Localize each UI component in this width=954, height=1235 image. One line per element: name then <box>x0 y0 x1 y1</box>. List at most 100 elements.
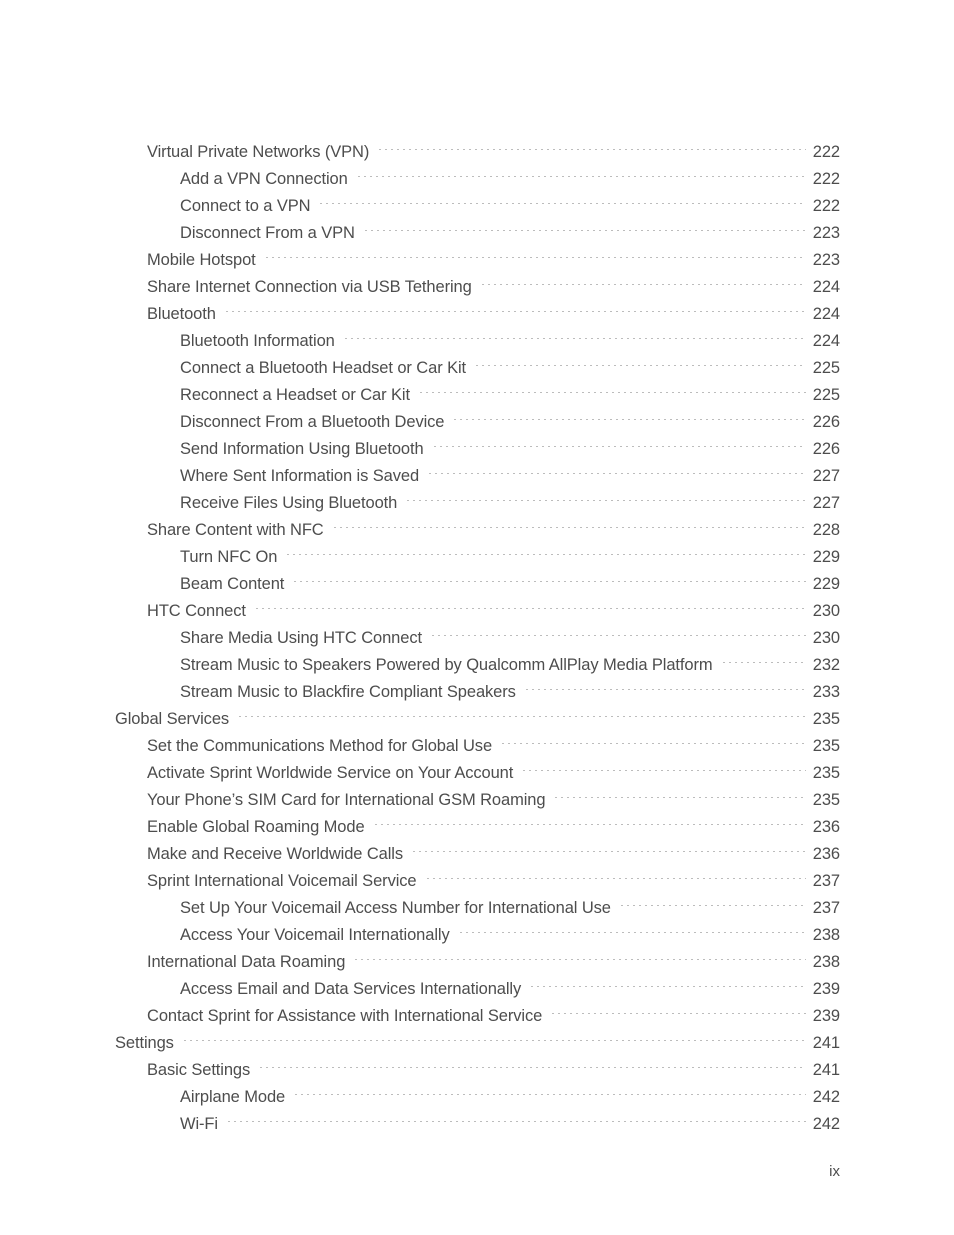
toc-entry[interactable]: Bluetooth 224 <box>115 292 840 323</box>
toc-entry-title: Access Email and Data Services Internati… <box>180 980 522 998</box>
toc-entry[interactable]: International Data Roaming 238 <box>115 940 840 971</box>
toc-entry[interactable]: Set the Communications Method for Global… <box>115 724 840 755</box>
toc-dot-leader <box>457 913 806 940</box>
toc-entry[interactable]: Activate Sprint Worldwide Service on You… <box>115 751 840 782</box>
toc-entry-page-number: 223 <box>812 251 840 269</box>
toc-entry-page-number: 235 <box>812 764 840 782</box>
toc-dot-leader <box>529 967 806 994</box>
toc-entry-page-number: 235 <box>812 737 840 755</box>
toc-entry[interactable]: Disconnect From a VPN 223 <box>115 211 840 242</box>
toc-entry-page-number: 235 <box>812 710 840 728</box>
toc-entry-title: Set Up Your Voicemail Access Number for … <box>180 899 611 917</box>
toc-entry-title: Share Content with NFC <box>147 521 324 539</box>
toc-entry-title: Access Your Voicemail Internationally <box>180 926 450 944</box>
toc-entry-page-number: 239 <box>812 1007 840 1025</box>
toc-entry[interactable]: HTC Connect 230 <box>115 589 840 620</box>
toc-entry-page-number: 235 <box>812 791 840 809</box>
toc-entry[interactable]: Beam Content 229 <box>115 562 840 593</box>
toc-dot-leader <box>362 211 806 238</box>
toc-entry[interactable]: Turn NFC On 229 <box>115 535 840 566</box>
toc-entry[interactable]: Share Internet Connection via USB Tether… <box>115 265 840 296</box>
toc-dot-leader <box>223 292 806 319</box>
toc-entry-page-number: 241 <box>812 1034 840 1052</box>
toc-dot-leader <box>353 940 806 967</box>
toc-entry-title: Basic Settings <box>147 1061 251 1079</box>
toc-entry-title: Wi-Fi <box>180 1115 218 1133</box>
toc-dot-leader <box>225 1102 806 1129</box>
toc-entry-page-number: 224 <box>812 305 840 323</box>
toc-entry-title: Disconnect From a VPN <box>180 224 355 242</box>
toc-entry-title: Set the Communications Method for Global… <box>147 737 493 755</box>
toc-entry-title: Bluetooth Information <box>180 332 335 350</box>
toc-entry[interactable]: Reconnect a Headset or Car Kit 225 <box>115 373 840 404</box>
toc-entry-title: Activate Sprint Worldwide Service on You… <box>147 764 514 782</box>
toc-entry-title: Send Information Using Bluetooth <box>180 440 424 458</box>
toc-entry[interactable]: Wi-Fi 242 <box>115 1102 840 1133</box>
toc-entry-page-number: 229 <box>812 575 840 593</box>
toc-entry-page-number: 227 <box>812 494 840 512</box>
toc-entry[interactable]: Stream Music to Speakers Powered by Qual… <box>115 643 840 674</box>
toc-entry[interactable]: Connect a Bluetooth Headset or Car Kit 22… <box>115 346 840 377</box>
toc-dot-leader <box>342 319 806 346</box>
toc-entry-title: Airplane Mode <box>180 1088 286 1106</box>
toc-dot-leader <box>479 265 806 292</box>
toc-entry-page-number: 236 <box>812 845 840 863</box>
toc-entry[interactable]: Settings 241 <box>115 1021 840 1052</box>
toc-entry-page-number: 242 <box>812 1115 840 1133</box>
toc-entry[interactable]: Share Media Using HTC Connect 230 <box>115 616 840 647</box>
toc-entry[interactable]: Sprint International Voicemail Service 23… <box>115 859 840 890</box>
toc-dot-leader <box>431 427 806 454</box>
toc-dot-leader <box>405 481 806 508</box>
toc-dot-leader <box>429 616 806 643</box>
toc-entry[interactable]: Virtual Private Networks (VPN) 222 <box>115 130 840 161</box>
toc-entry[interactable]: Contact Sprint for Assistance with Inter… <box>115 994 840 1025</box>
toc-dot-leader <box>372 805 806 832</box>
toc-entry[interactable]: Add a VPN Connection 222 <box>115 157 840 188</box>
toc-entry[interactable]: Set Up Your Voicemail Access Number for … <box>115 886 840 917</box>
toc-dot-leader <box>237 697 806 724</box>
toc-entry[interactable]: Airplane Mode 242 <box>115 1075 840 1106</box>
toc-dot-leader <box>318 184 806 211</box>
toc-entry-title: Turn NFC On <box>180 548 278 566</box>
toc-dot-leader <box>411 832 806 859</box>
toc-entry-page-number: 222 <box>812 170 840 188</box>
toc-entry[interactable]: Your Phone’s SIM Card for International … <box>115 778 840 809</box>
toc-entry-title: Beam Content <box>180 575 285 593</box>
toc-entry-title: Add a VPN Connection <box>180 170 348 188</box>
toc-entry[interactable]: Mobile Hotspot 223 <box>115 238 840 269</box>
page-number-footer: ix <box>829 1163 840 1180</box>
toc-entry-title: Mobile Hotspot <box>147 251 256 269</box>
toc-dot-leader <box>523 670 806 697</box>
toc-entry[interactable]: Connect to a VPN 222 <box>115 184 840 215</box>
toc-entry[interactable]: Enable Global Roaming Mode 236 <box>115 805 840 836</box>
toc-dot-leader <box>355 157 806 184</box>
toc-entry[interactable]: Global Services 235 <box>115 697 840 728</box>
toc-dot-leader <box>720 643 806 670</box>
toc-entry[interactable]: Access Email and Data Services Internati… <box>115 967 840 998</box>
toc-entry[interactable]: Disconnect From a Bluetooth Device 226 <box>115 400 840 431</box>
toc-entry[interactable]: Where Sent Information is Saved 227 <box>115 454 840 485</box>
toc-entry-page-number: 236 <box>812 818 840 836</box>
toc-entry[interactable]: Basic Settings 241 <box>115 1048 840 1079</box>
toc-entry-page-number: 242 <box>812 1088 840 1106</box>
toc-entry[interactable]: Make and Receive Worldwide Calls 236 <box>115 832 840 863</box>
toc-entry-page-number: 229 <box>812 548 840 566</box>
toc-dot-leader <box>377 130 806 157</box>
toc-entry[interactable]: Share Content with NFC 228 <box>115 508 840 539</box>
toc-entry-title: International Data Roaming <box>147 953 346 971</box>
toc-entry-title: Where Sent Information is Saved <box>180 467 420 485</box>
toc-dot-leader <box>417 373 806 400</box>
toc-entry-title: Your Phone’s SIM Card for International … <box>147 791 546 809</box>
toc-entry[interactable]: Stream Music to Blackfire Compliant Spea… <box>115 670 840 701</box>
toc-entry-title: Enable Global Roaming Mode <box>147 818 365 836</box>
toc-dot-leader <box>500 724 806 751</box>
toc-entry-page-number: 223 <box>812 224 840 242</box>
toc-entry-page-number: 239 <box>812 980 840 998</box>
toc-entry[interactable]: Receive Files Using Bluetooth 227 <box>115 481 840 512</box>
toc-entry[interactable]: Send Information Using Bluetooth 226 <box>115 427 840 458</box>
toc-entry[interactable]: Access Your Voicemail Internationally 238 <box>115 913 840 944</box>
toc-entry-list: Virtual Private Networks (VPN) 222 Add a V… <box>115 130 840 1133</box>
toc-entry-title: Sprint International Voicemail Service <box>147 872 417 890</box>
toc-entry[interactable]: Bluetooth Information 224 <box>115 319 840 350</box>
